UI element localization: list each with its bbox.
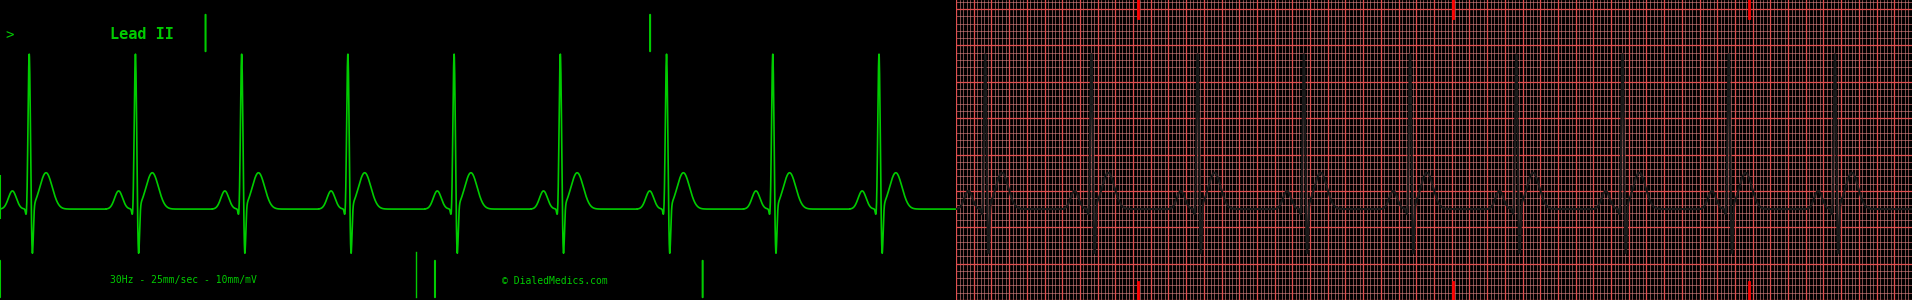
- Text: Lead II: Lead II: [109, 27, 174, 42]
- Text: 30Hz - 25mm/sec - 10mm/mV: 30Hz - 25mm/sec - 10mm/mV: [109, 275, 256, 286]
- Text: >: >: [6, 28, 13, 42]
- Text: © DialedMedics.com: © DialedMedics.com: [501, 275, 608, 286]
